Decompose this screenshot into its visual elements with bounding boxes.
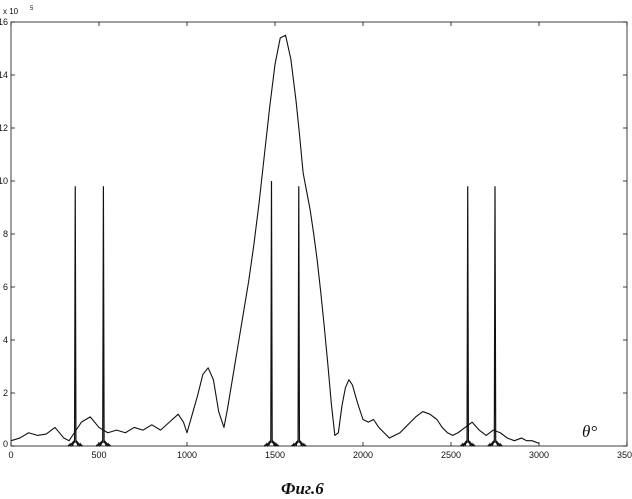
x-tick-label: 2500 — [441, 450, 461, 460]
y-tick-label: 8 — [3, 229, 8, 239]
y-tick-label: 12 — [0, 123, 8, 133]
series-peak-spike — [292, 186, 306, 446]
plot-area — [11, 35, 539, 446]
x-tick-label: 1000 — [177, 450, 197, 460]
x-tick-label: 500 — [91, 450, 106, 460]
x-tick-label: 3000 — [529, 450, 549, 460]
series-peak-spike — [461, 186, 475, 446]
y-axis-multiplier: x 10 — [3, 7, 19, 16]
y-tick-label: 10 — [0, 176, 8, 186]
x-tick-label: 0 — [8, 450, 13, 460]
series-peak-spike — [488, 186, 502, 446]
series-peak-spike — [68, 186, 82, 446]
y-tick-label: 4 — [3, 335, 8, 345]
y-tick-label: 6 — [3, 282, 8, 292]
y-tick-label: 2 — [3, 388, 8, 398]
y-axis-exponent: 5 — [30, 6, 34, 12]
x-axis-label: θ° — [582, 422, 597, 441]
x-tick-label: 2000 — [353, 450, 373, 460]
series-peak-spike — [264, 181, 278, 446]
chart-axes: 0 500 1000 1500 2000 2500 3000 3500 0 2 4 6 8 10 12 14 1… — [0, 17, 632, 460]
y-tick-label: 14 — [0, 70, 8, 80]
series-envelope-line — [11, 35, 539, 443]
series-peak-spike — [96, 186, 110, 446]
figure-caption: Фиг.6 — [281, 479, 324, 498]
x-tick-label: 1500 — [265, 450, 285, 460]
y-tick-label: 16 — [0, 17, 8, 27]
x-tick-label: 3500 — [617, 450, 632, 460]
y-tick-label: 0 — [3, 439, 8, 449]
